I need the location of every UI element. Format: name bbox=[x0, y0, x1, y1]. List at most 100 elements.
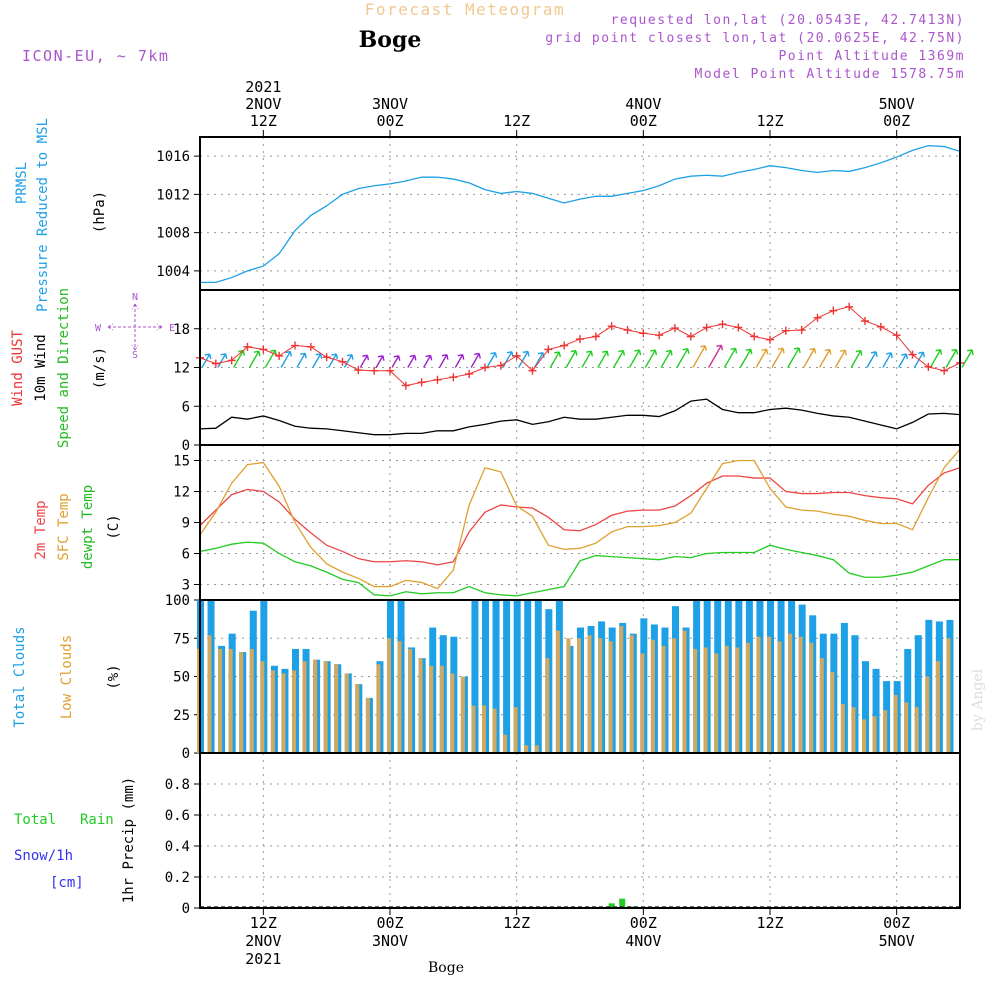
y-tick-label: 12 bbox=[173, 485, 190, 501]
wind-arrow-head bbox=[441, 353, 449, 360]
wind-arrow bbox=[423, 355, 432, 368]
gust-point bbox=[386, 366, 394, 375]
gust-point bbox=[845, 302, 854, 311]
total-cloud-bar bbox=[513, 600, 521, 753]
precip-total-label: Total bbox=[14, 812, 56, 828]
low-cloud-bar bbox=[207, 635, 212, 753]
y-tick-label: 1008 bbox=[156, 226, 190, 242]
panel-wind: 0 6 12 18 bbox=[173, 289, 974, 454]
time-label-top-day: 4NOV bbox=[625, 95, 661, 113]
wind-arrow-head bbox=[220, 353, 228, 360]
low-cloud-bar bbox=[492, 708, 497, 753]
pressure-line bbox=[200, 144, 961, 284]
wind-arrow-head bbox=[966, 349, 974, 355]
wind-arrow-head bbox=[570, 349, 578, 356]
wind-arrow-head bbox=[935, 348, 943, 355]
low-cloud-bar bbox=[883, 710, 888, 753]
time-label-top-hour: 12Z bbox=[503, 112, 530, 130]
low-cloud-bar bbox=[872, 716, 877, 753]
total-cloud-bar bbox=[471, 600, 479, 753]
low-cloud-bar bbox=[608, 641, 613, 753]
y-tick-label: 18 bbox=[173, 322, 190, 338]
gust-point bbox=[813, 313, 822, 322]
wind-arrow bbox=[850, 350, 862, 368]
wind-arrow bbox=[312, 353, 322, 368]
wind-arrow bbox=[660, 350, 672, 368]
pressure-label-2: Pressure Reduced to MSL bbox=[35, 118, 51, 312]
wind-arrow-head bbox=[840, 349, 847, 356]
gust-point bbox=[227, 356, 236, 365]
wind-arrow-head bbox=[650, 349, 658, 356]
low-cloud-bar bbox=[862, 719, 866, 753]
temp-unit: (C) bbox=[106, 514, 122, 539]
y-tick-label: 1004 bbox=[156, 264, 190, 280]
wind-arrow bbox=[454, 354, 464, 368]
low-cloud-bar bbox=[587, 635, 592, 753]
compass-arrows bbox=[107, 303, 163, 351]
panel-temperature: 3 6 9 12 15 bbox=[173, 444, 961, 601]
y-tick-label: 0.8 bbox=[165, 777, 190, 793]
low-cloud-bar bbox=[788, 633, 793, 753]
wind-arrow bbox=[549, 351, 560, 368]
gust-point bbox=[607, 322, 616, 331]
gust-point bbox=[560, 341, 569, 350]
gust-point bbox=[876, 322, 885, 331]
time-label-top-year: 2021 bbox=[245, 78, 281, 96]
wind-arrow-head bbox=[474, 352, 481, 359]
total-cloud-bar bbox=[851, 635, 859, 753]
y-tick-label: 75 bbox=[173, 631, 190, 647]
low-cloud-bar bbox=[714, 653, 719, 753]
gust-point bbox=[528, 366, 537, 375]
low-cloud-bar bbox=[545, 658, 550, 753]
wind-arrow bbox=[676, 348, 689, 368]
low-cloud-bar bbox=[313, 659, 318, 753]
low-cloud-bar bbox=[767, 636, 771, 753]
panel-clouds: 0 25 50 75 100 bbox=[165, 593, 961, 762]
wind-arrow bbox=[929, 349, 942, 368]
wind-arrow-head bbox=[777, 347, 785, 354]
wind-arrow bbox=[438, 354, 448, 368]
total-cloud-bar bbox=[872, 668, 880, 753]
gust-point bbox=[259, 345, 268, 354]
wind-arrow-head bbox=[377, 355, 385, 361]
gust-point bbox=[781, 326, 790, 335]
chart-title: Forecast Meteogram bbox=[365, 0, 565, 19]
total-cloud-bar bbox=[862, 661, 869, 753]
gust-point bbox=[861, 317, 869, 325]
low-clouds-label: Low Clouds bbox=[59, 635, 75, 719]
gust-point bbox=[243, 342, 252, 351]
low-cloud-bar bbox=[365, 697, 370, 753]
wind-arrow bbox=[533, 352, 544, 368]
gust-point bbox=[544, 345, 553, 354]
wind-arrow bbox=[882, 352, 892, 368]
low-cloud-bar bbox=[482, 705, 486, 753]
total-cloud-bar bbox=[534, 600, 542, 753]
compass-rose: N S W E bbox=[95, 292, 175, 361]
wind-arrow bbox=[771, 347, 784, 368]
wind-arrow bbox=[248, 350, 260, 368]
y-tick-label: 6 bbox=[182, 547, 190, 563]
y-tick-label: 0 bbox=[182, 901, 190, 917]
low-cloud-bar bbox=[830, 671, 835, 753]
low-cloud-bar bbox=[893, 694, 898, 753]
y-tick-label: 0 bbox=[182, 438, 190, 454]
gust-point bbox=[718, 320, 727, 329]
wind-arrow bbox=[787, 347, 800, 368]
low-cloud-bar bbox=[228, 648, 233, 753]
gust-point bbox=[211, 359, 220, 368]
time-label-top-hour: 00Z bbox=[630, 112, 657, 130]
low-cloud-bar bbox=[555, 630, 560, 753]
total-cloud-bar bbox=[482, 600, 489, 753]
low-cloud-bar bbox=[724, 645, 729, 753]
low-cloud-bar bbox=[809, 642, 814, 753]
dewpt-line bbox=[199, 541, 960, 597]
gust-point bbox=[829, 306, 838, 315]
low-cloud-bar bbox=[904, 702, 909, 753]
gust-point bbox=[370, 366, 379, 375]
low-cloud-bar bbox=[397, 641, 402, 753]
low-cloud-bar bbox=[355, 684, 360, 753]
gust-point bbox=[512, 351, 521, 360]
low-cloud-bar bbox=[777, 641, 782, 753]
precip-labels: Total Rain Snow/1h [cm] 1hr Precip (mm) bbox=[14, 777, 137, 903]
